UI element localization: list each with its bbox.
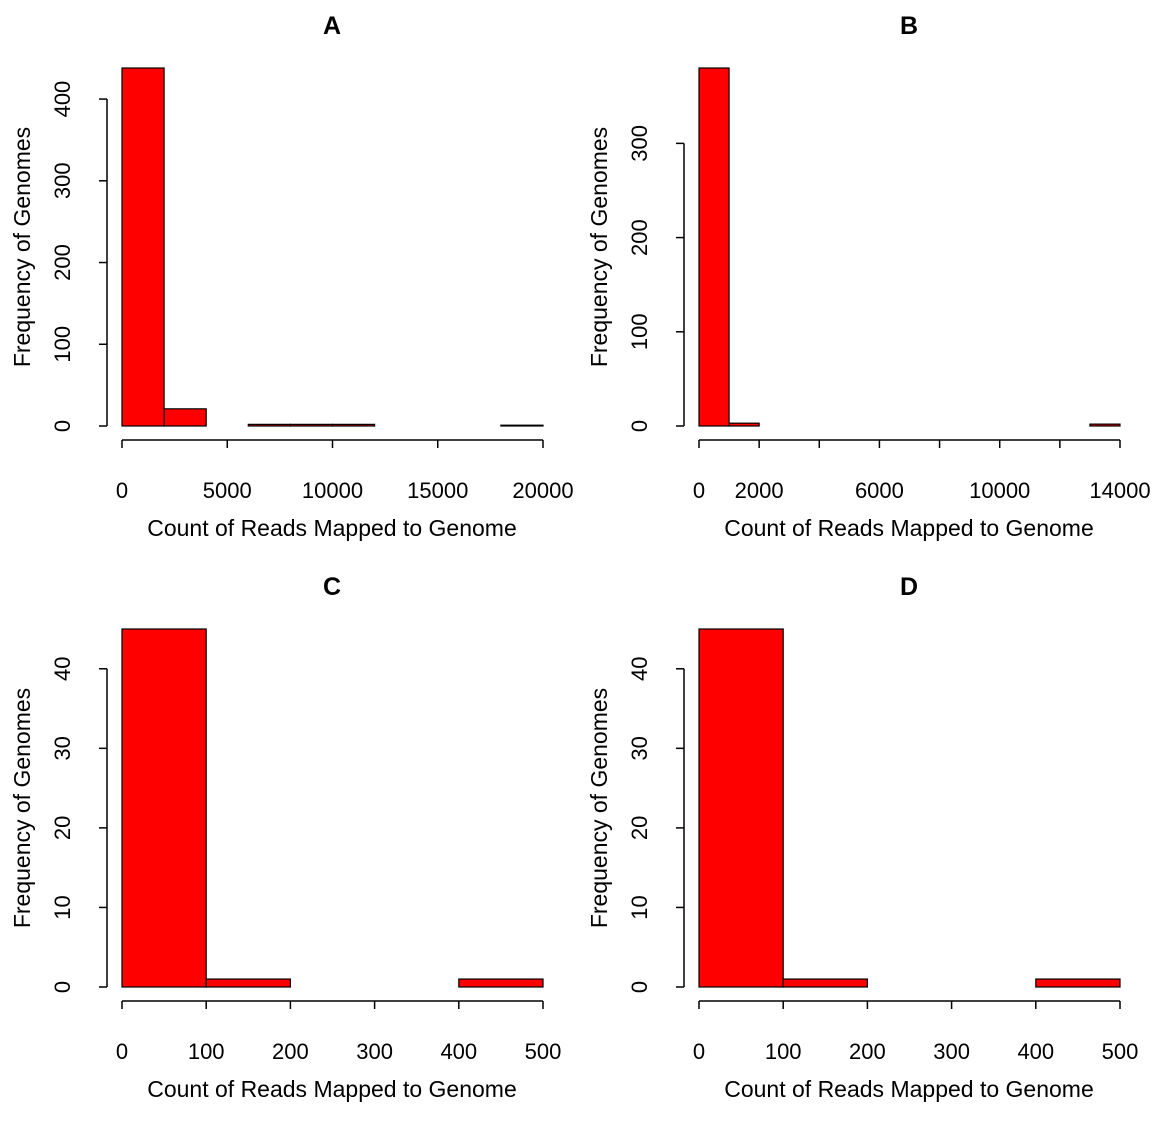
y-axis-label: Frequency of Genomes [9,688,35,928]
x-axis-label: Count of Reads Mapped to Genome [147,1076,517,1102]
panel-b: 0 2000 6000 10000 14000 0 100 200 300 B Count of R… [577,0,1154,561]
panel-c: 0 100 200 300 400 500 0 10 20 30 40 C Count of Reads… [0,561,577,1122]
panel-title: D [900,573,918,601]
histogram-bar [289,423,334,427]
histogram-bar [500,424,544,427]
x-tick-label: 400 [440,1039,477,1064]
y-axis-label: Frequency of Genomes [586,688,612,928]
x-tick-label: 6000 [855,478,904,503]
y-tick-label: 0 [50,420,75,432]
y-tick-label: 40 [627,657,652,681]
y-tick-label: 200 [627,219,652,256]
histogram-bar [205,978,291,988]
histogram-bar [247,423,292,427]
x-tick-label: 0 [116,1039,128,1064]
x-tick-label: 500 [1102,1039,1139,1064]
panel-title: B [900,12,918,40]
y-tick-label: 20 [627,816,652,840]
histogram-bar [331,423,376,427]
y-tick-label: 300 [627,125,652,162]
x-tick-label: 10000 [302,478,363,503]
x-axis-label: Count of Reads Mapped to Genome [724,1076,1094,1102]
y-tick-label: 0 [627,981,652,993]
panel-a: 0 5000 10000 15000 20000 0 100 200 300 400 A Count … [0,0,577,561]
x-axis-label: Count of Reads Mapped to Genome [147,515,517,541]
y-tick-label: 40 [50,657,75,681]
y-tick-label: 100 [50,326,75,363]
y-tick-label: 20 [50,816,75,840]
x-tick-label: 400 [1017,1039,1054,1064]
x-tick-label: 300 [356,1039,393,1064]
x-tick-label: 0 [693,1039,705,1064]
histogram-bar [1089,423,1121,427]
x-tick-label: 14000 [1089,478,1150,503]
x-tick-label: 0 [693,478,705,503]
panel-title: A [323,12,341,40]
y-tick-label: 0 [627,420,652,432]
histogram-bar [121,628,207,988]
x-tick-label: 15000 [407,478,468,503]
histogram-bar [698,628,784,988]
histogram-a: 0 5000 10000 15000 20000 0 100 200 300 400 A Count … [9,12,574,541]
y-tick-label: 400 [50,81,75,118]
x-tick-label: 200 [272,1039,309,1064]
histogram-bar [1035,978,1121,988]
y-axis-label: Frequency of Genomes [586,127,612,367]
x-tick-label: 20000 [512,478,573,503]
y-tick-label: 100 [627,313,652,350]
y-axis-label: Frequency of Genomes [9,127,35,367]
histogram-bar [728,422,760,427]
y-tick-label: 10 [627,895,652,919]
x-tick-label: 300 [933,1039,970,1064]
histogram-bar [698,67,730,427]
histogram-bar [163,408,207,427]
y-tick-label: 300 [50,162,75,199]
y-tick-label: 200 [50,244,75,281]
histogram-bar [121,67,165,427]
x-tick-label: 2000 [735,478,784,503]
y-tick-label: 0 [50,981,75,993]
histogram-bar [782,978,868,988]
histogram-d: 0 100 200 300 400 500 0 10 20 30 40 D Count of Reads… [586,573,1139,1102]
x-tick-label: 200 [849,1039,886,1064]
histogram-c: 0 100 200 300 400 500 0 10 20 30 40 C Count of Reads… [9,573,562,1102]
x-tick-label: 5000 [203,478,252,503]
y-tick-label: 10 [50,895,75,919]
panel-title: C [323,573,341,601]
y-tick-label: 30 [627,736,652,760]
histogram-b: 0 2000 6000 10000 14000 0 100 200 300 B Count of R… [586,12,1151,541]
x-tick-label: 0 [116,478,128,503]
x-tick-label: 10000 [969,478,1030,503]
x-tick-label: 500 [525,1039,562,1064]
x-tick-label: 100 [188,1039,225,1064]
histogram-bar [458,978,544,988]
x-tick-label: 100 [765,1039,802,1064]
x-axis-label: Count of Reads Mapped to Genome [724,515,1094,541]
y-tick-label: 30 [50,736,75,760]
panel-d: 0 100 200 300 400 500 0 10 20 30 40 D Count of Reads… [577,561,1154,1122]
